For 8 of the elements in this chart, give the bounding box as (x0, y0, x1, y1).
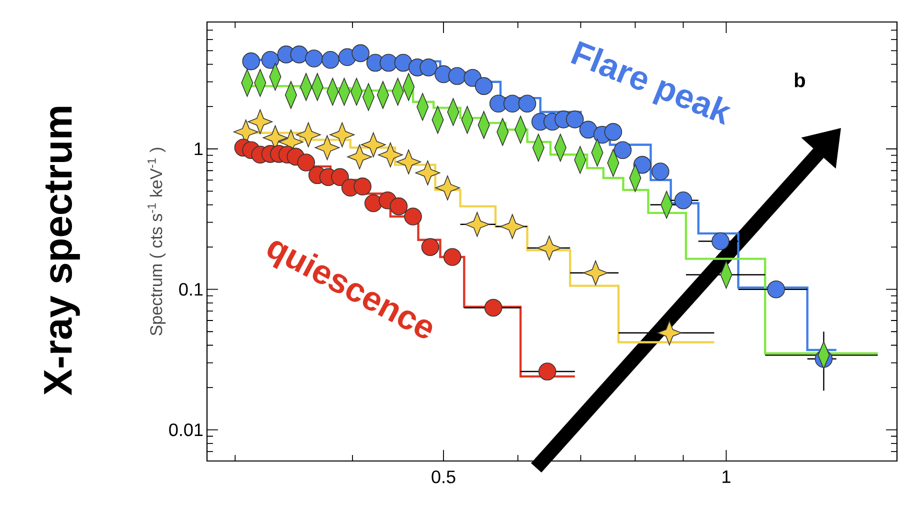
annotation: b (794, 72, 805, 88)
y-tick-label: 0.1 (179, 282, 203, 296)
text: X-ray spectrum (44, 106, 80, 396)
text: Flare peak (570, 41, 731, 125)
y-tick-label: 0.01 (169, 423, 203, 436)
x-tick-label: 0.5 (432, 470, 456, 484)
y-tick-label: 1 (194, 142, 203, 156)
y-axis-title: Spectrum ( cts s$^{-1}$ keV$^{-1}$ ) (148, 148, 166, 336)
